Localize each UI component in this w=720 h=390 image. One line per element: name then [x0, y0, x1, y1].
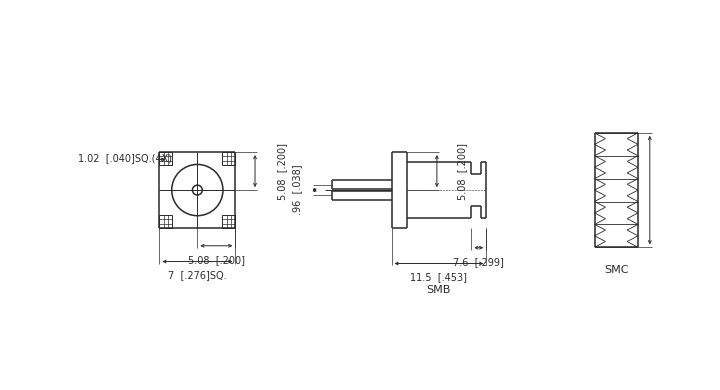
Bar [222, 152, 235, 165]
Text: 7.6  [.299]: 7.6 [.299] [454, 257, 504, 267]
Text: SMB: SMB [427, 285, 451, 295]
Text: 7  [.276]SQ.: 7 [.276]SQ. [168, 270, 227, 280]
Text: .96  [.038]: .96 [.038] [292, 165, 302, 215]
Text: 5.08  [.200]: 5.08 [.200] [276, 143, 287, 200]
Text: 11.5  [.453]: 11.5 [.453] [410, 272, 467, 282]
Bar [159, 215, 172, 228]
Bar [159, 152, 172, 165]
Bar [222, 215, 235, 228]
Text: 5.08  [.200]: 5.08 [.200] [456, 143, 467, 200]
Text: SMC: SMC [604, 265, 629, 275]
Text: 5.08  [.200]: 5.08 [.200] [188, 255, 245, 265]
Text: 1.02  [.040]SQ.(4X): 1.02 [.040]SQ.(4X) [78, 153, 172, 163]
